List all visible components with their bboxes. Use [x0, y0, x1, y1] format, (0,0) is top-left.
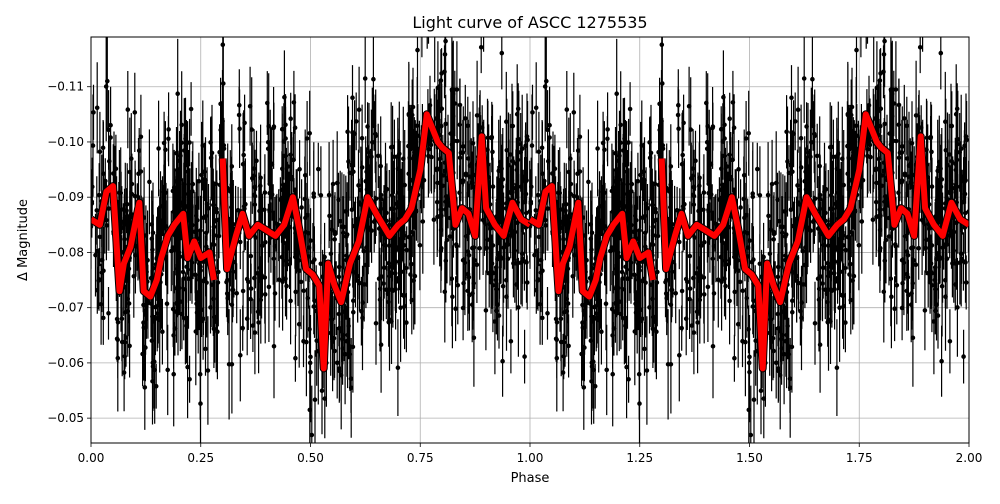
x-tick-label: 1.00	[517, 451, 544, 465]
y-tick-label: −0.07	[47, 301, 84, 315]
x-tick-label: 2.00	[956, 451, 983, 465]
y-tick-label: −0.05	[47, 411, 84, 425]
y-tick-label: −0.10	[47, 135, 84, 149]
x-tick-label: 1.25	[626, 451, 653, 465]
y-tick-label: −0.08	[47, 245, 84, 259]
x-tick-label: 1.50	[736, 451, 763, 465]
binned-light-curve	[91, 110, 969, 373]
y-tick-label: −0.09	[47, 190, 84, 204]
x-tick-label: 0.50	[297, 451, 324, 465]
x-tick-label: 1.75	[846, 451, 873, 465]
y-axis-label: Δ Magnitude	[16, 199, 31, 281]
x-tick-label: 0.75	[407, 451, 434, 465]
x-axis-ticks: 0.00 0.25 0.50 0.75 1.00 1.25 1.50 1.75 2.00	[78, 443, 983, 465]
y-tick-label: −0.06	[47, 356, 84, 370]
y-tick-label: −0.11	[47, 80, 84, 94]
observation-points	[91, 38, 969, 438]
y-axis-ticks: −0.11 −0.10 −0.09 −0.08 −0.07 −0.06 −0.05	[47, 80, 91, 425]
x-axis-label: Phase	[511, 471, 550, 486]
x-tick-label: 0.00	[78, 451, 105, 465]
chart-title: Light curve of ASCC 1275535	[412, 13, 647, 32]
x-tick-label: 0.25	[187, 451, 214, 465]
